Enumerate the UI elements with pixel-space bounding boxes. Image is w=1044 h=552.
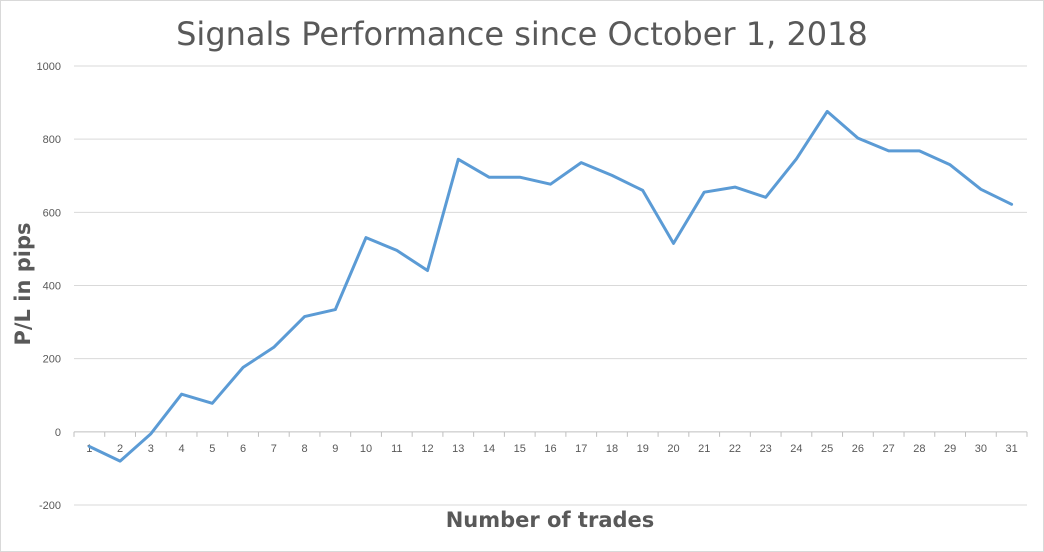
data-point [272, 346, 275, 349]
data-point [610, 174, 613, 177]
y-tick-label: 800 [43, 134, 61, 146]
x-tick-label: 9 [332, 443, 338, 455]
x-tick-label: 8 [302, 443, 308, 455]
data-point [856, 137, 859, 140]
data-point [88, 445, 91, 448]
data-point [887, 149, 890, 152]
series-layer [87, 109, 1014, 463]
data-point [395, 249, 398, 252]
data-point [1010, 203, 1013, 206]
y-tick-label: 0 [55, 427, 61, 439]
data-point [580, 161, 583, 164]
x-tick-label: 11 [391, 443, 402, 455]
gridlines [74, 65, 1027, 506]
x-tick-label: 21 [698, 443, 710, 455]
x-tick-label: 25 [821, 443, 833, 455]
x-tick-label: 1 [86, 443, 92, 455]
data-point [641, 189, 644, 192]
data-point [949, 163, 952, 166]
data-point [703, 191, 706, 194]
data-point [795, 157, 798, 160]
y-tick-label: 400 [43, 281, 61, 293]
data-point [672, 242, 675, 245]
data-point [303, 315, 306, 318]
data-point [733, 186, 736, 189]
x-tick-label: 24 [790, 443, 802, 455]
y-tick-label: 600 [43, 207, 61, 219]
y-tick-label: 200 [43, 354, 61, 366]
x-tick-label: 12 [421, 443, 433, 455]
x-tick-label: 3 [148, 443, 154, 455]
x-tick-label: 16 [544, 443, 556, 455]
x-tick-label: 27 [883, 443, 895, 455]
data-point [826, 110, 829, 113]
x-tick-label: 7 [271, 443, 277, 455]
x-tick-label: 14 [483, 443, 495, 455]
data-point [979, 188, 982, 191]
x-tick-label: 28 [913, 443, 925, 455]
data-point [457, 158, 460, 161]
x-tick-label: 10 [360, 443, 372, 455]
data-point [918, 149, 921, 152]
y-axis-title: P/L in pips [11, 222, 35, 346]
x-tick-label: 15 [514, 443, 526, 455]
x-axis [73, 431, 1028, 437]
x-tick-label: 19 [637, 443, 649, 455]
x-tick-label: 18 [606, 443, 618, 455]
series-line [87, 109, 1014, 463]
x-tick-label: 4 [179, 443, 185, 455]
chart-title: Signals Performance since October 1, 201… [176, 15, 868, 53]
x-tick-label: 29 [944, 443, 956, 455]
data-point [334, 308, 337, 311]
x-tick-label: 2 [117, 443, 123, 455]
x-tick-label: 6 [240, 443, 246, 455]
x-tick-label: 30 [975, 443, 987, 455]
y-tick-label: -200 [39, 500, 61, 512]
data-point [149, 432, 152, 435]
data-point [119, 460, 122, 463]
y-tick-label: 1000 [37, 61, 61, 73]
data-point [242, 366, 245, 369]
y-axis-tick-labels: -200 0 200 400 600 800 1000 [37, 61, 61, 512]
x-tick-label: 20 [667, 443, 679, 455]
data-point [764, 196, 767, 199]
x-tick-label: 31 [1006, 443, 1018, 455]
x-axis-title: Number of trades [445, 508, 655, 532]
data-point [211, 402, 214, 405]
x-axis-tick-labels: 1 2 3 4 5 6 7 8 9 10 11 12 13 14 15 16 17 18 19 20 21 22 23 24 2… [86, 443, 1017, 455]
x-tick-label: 5 [209, 443, 215, 455]
data-point [488, 176, 491, 179]
x-tick-label: 17 [575, 443, 587, 455]
x-tick-label: 22 [729, 443, 741, 455]
x-tick-label: 23 [760, 443, 772, 455]
data-point [426, 269, 429, 272]
x-tick-label: 13 [452, 443, 464, 455]
data-point [549, 183, 552, 186]
x-tick-label: 26 [852, 443, 864, 455]
data-point [365, 236, 368, 239]
data-point [180, 393, 183, 396]
data-point [518, 176, 521, 179]
